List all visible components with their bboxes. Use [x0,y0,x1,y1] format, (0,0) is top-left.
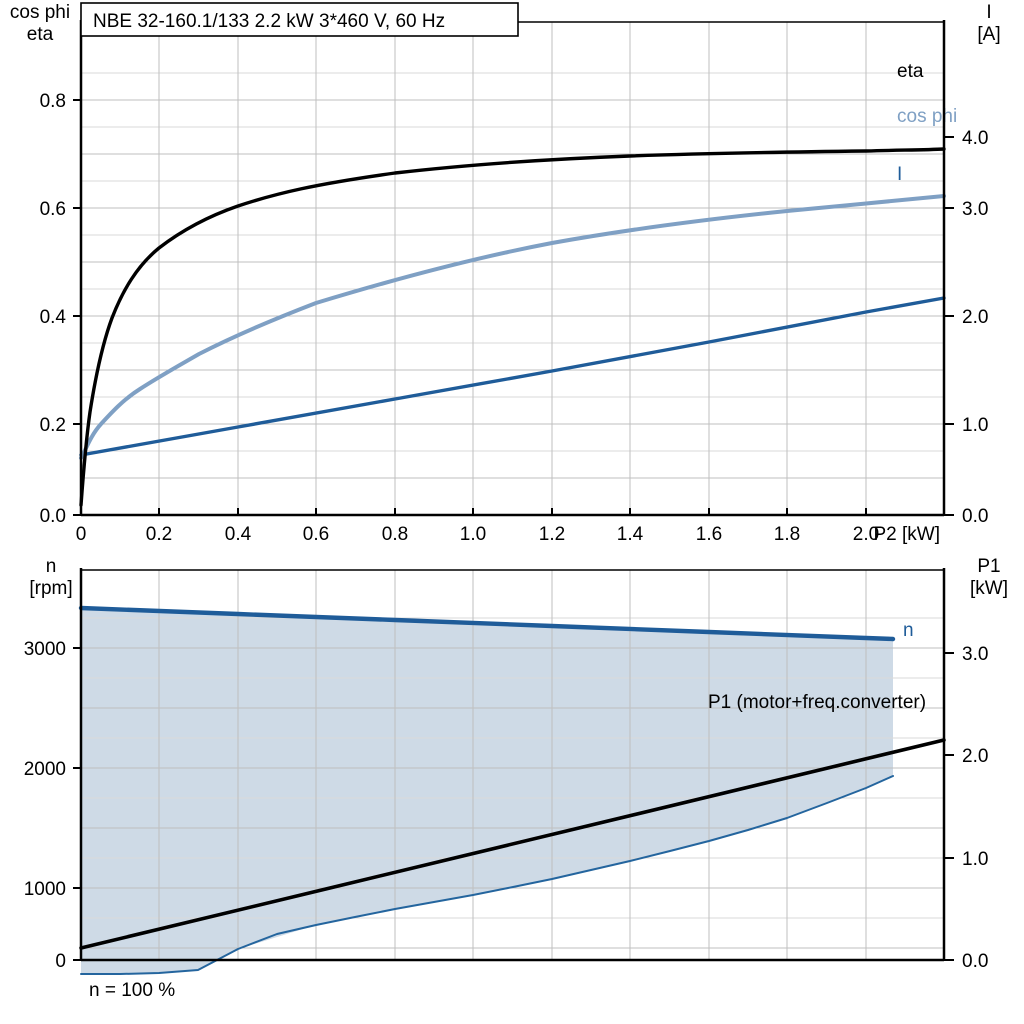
footer-note: n = 100 % [89,980,175,1001]
chart-title-box [80,2,519,37]
top-right-axis-title-1: I [986,2,991,23]
top-left-axis-title-2: eta [27,24,54,45]
curve-label-eta: eta [897,61,924,82]
top-right-tick-3: 3.0 [962,199,988,220]
bottom-right-tick-0: 0.0 [962,951,988,972]
top-left-tick-3: 0.6 [40,199,66,220]
bottom-right-tick-1: 1.0 [962,849,988,870]
top-left-tick-0: 0.0 [40,506,66,527]
top-x-axis-title: P2 [kW] [873,524,940,545]
bottom-grid-vertical [158,570,867,960]
curve-power-p1 [79,738,946,950]
curve-label-current: I [897,164,902,185]
top-left-tick-1: 0.2 [40,415,66,436]
top-left-axis-title-1: cos phi [10,2,70,23]
top-right-tick-1: 1.0 [962,415,988,436]
top-right-tick-4: 4.0 [962,128,988,149]
bottom-right-tick-2: 2.0 [962,746,988,767]
bottom-chart-panel: n P1 (motor+freq.converter) 0 1000 2000 … [0,550,1024,1024]
bottom-right-ticks [944,652,954,961]
bottom-left-tick-3: 3000 [24,639,66,660]
bottom-left-axis-title-2: [rpm] [29,578,72,599]
bottom-left-ticks [73,647,81,961]
top-right-ticks [944,136,954,516]
top-x-tick-2: 0.4 [225,524,252,545]
top-right-tick-0: 0.0 [962,506,988,527]
bottom-left-axis-title-1: n [46,556,57,577]
top-x-tick-1: 0.2 [146,524,172,545]
top-left-ticks [73,99,81,516]
bottom-grid-minor-horizontal [81,617,944,919]
curve-label-speed: n [903,620,914,641]
curve-label-power: P1 (motor+freq.converter) [708,692,926,713]
top-x-tick-10: 2.0 [853,524,879,545]
bottom-left-tick-0: 0 [55,951,66,972]
top-x-tick-5: 1.0 [460,524,486,545]
top-x-tick-8: 1.6 [696,524,722,545]
bottom-chart-svg: n P1 (motor+freq.converter) 0 1000 2000 … [24,556,1008,1001]
curve-cos-phi [79,194,946,460]
curve-label-cos-phi: cos phi [897,106,957,127]
bottom-right-tick-3: 3.0 [962,644,988,665]
top-grid-vertical [158,22,867,515]
chart-title: NBE 32-160.1/133 2.2 kW 3*460 V, 60 Hz [93,11,445,32]
top-x-tick-3: 0.6 [303,524,329,545]
top-grid-major-horizontal [81,99,944,479]
curve-current [79,296,946,457]
top-x-ticks [80,505,867,515]
top-left-tick-2: 0.4 [40,307,67,328]
top-x-tick-0: 0 [76,524,87,545]
bottom-right-axis-title-1: P1 [977,556,1000,577]
top-x-tick-4: 0.8 [382,524,408,545]
top-chart-svg: eta cos phi I 0.0 0.2 0.4 0.6 0.8 cos ph… [10,2,1001,545]
top-right-axis-title-2: [A] [977,24,1000,45]
top-x-tick-6: 1.2 [539,524,565,545]
top-chart-panel: eta cos phi I 0.0 0.2 0.4 0.6 0.8 cos ph… [10,2,1001,545]
bottom-left-tick-1: 1000 [24,879,66,900]
bottom-right-axis-title-2: [kW] [970,578,1008,599]
top-x-tick-9: 1.8 [774,524,800,545]
curve-speed-upper [78,605,896,642]
top-left-tick-4: 0.8 [40,91,66,112]
top-x-tick-7: 1.4 [617,524,644,545]
top-right-tick-2: 2.0 [962,307,988,328]
speed-range-band [81,608,893,974]
bottom-left-tick-2: 2000 [24,759,66,780]
curve-eta [79,147,946,507]
